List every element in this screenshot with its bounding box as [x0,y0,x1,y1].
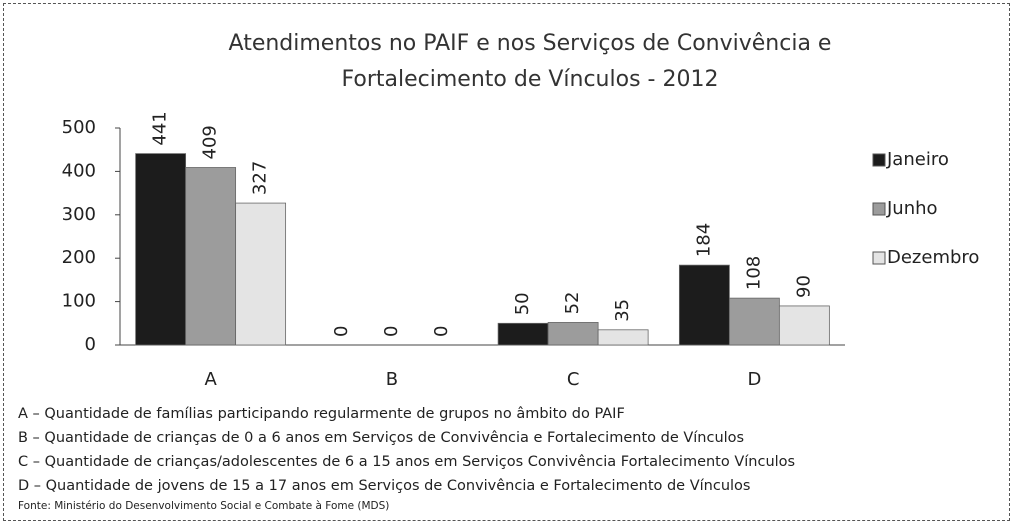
y-tick-label: 400 [62,160,96,181]
y-tick-label: 300 [62,204,96,225]
x-tick-label: B [386,369,398,390]
bar [778,305,830,346]
data-label: 327 [250,161,271,195]
data-label: 90 [793,275,814,298]
bar [597,329,649,346]
data-label: 0 [431,326,452,337]
frame [3,3,1010,521]
data-label: 409 [200,125,221,159]
note: A – Quantidade de famílias participando … [18,406,625,422]
y-tick-label: 200 [62,247,96,268]
data-label: 0 [381,326,402,337]
x-tick-label: A [204,369,217,390]
legend-label: Janeiro [886,149,949,170]
bar [235,202,287,346]
note: C – Quantidade de crianças/adolescentes … [18,454,796,470]
data-label: 35 [612,299,633,322]
note: D – Quantidade de jovens de 15 a 17 anos… [18,478,751,494]
legend-swatch [872,202,886,216]
y-tick-label: 500 [62,117,96,138]
bar [135,153,187,346]
source: Fonte: Ministério do Desenvolvimento Soc… [18,500,390,512]
legend-label: Junho [886,198,938,219]
y-tick-label: 100 [62,291,96,312]
y-tick-label: 0 [85,334,96,355]
bar [497,322,549,346]
notes: A – Quantidade de famílias participando … [18,402,795,498]
data-label: 441 [150,111,171,145]
x-tick-label: D [747,369,761,390]
bar [185,167,237,346]
note: B – Quantidade de crianças de 0 a 6 anos… [18,430,745,446]
data-label: 184 [693,223,714,257]
legend-swatch [872,153,886,167]
bar [728,297,780,346]
bar [547,322,599,346]
x-tick-label: C [567,369,580,390]
data-label: 50 [512,292,533,315]
data-label: 52 [562,292,583,315]
legend-label: Dezembro [887,247,979,268]
bar [678,264,730,346]
legend-swatch [872,251,886,265]
data-label: 0 [331,326,352,337]
data-label: 108 [743,256,764,290]
chart-title: Atendimentos no PAIF e nos Serviços de C… [228,31,832,92]
